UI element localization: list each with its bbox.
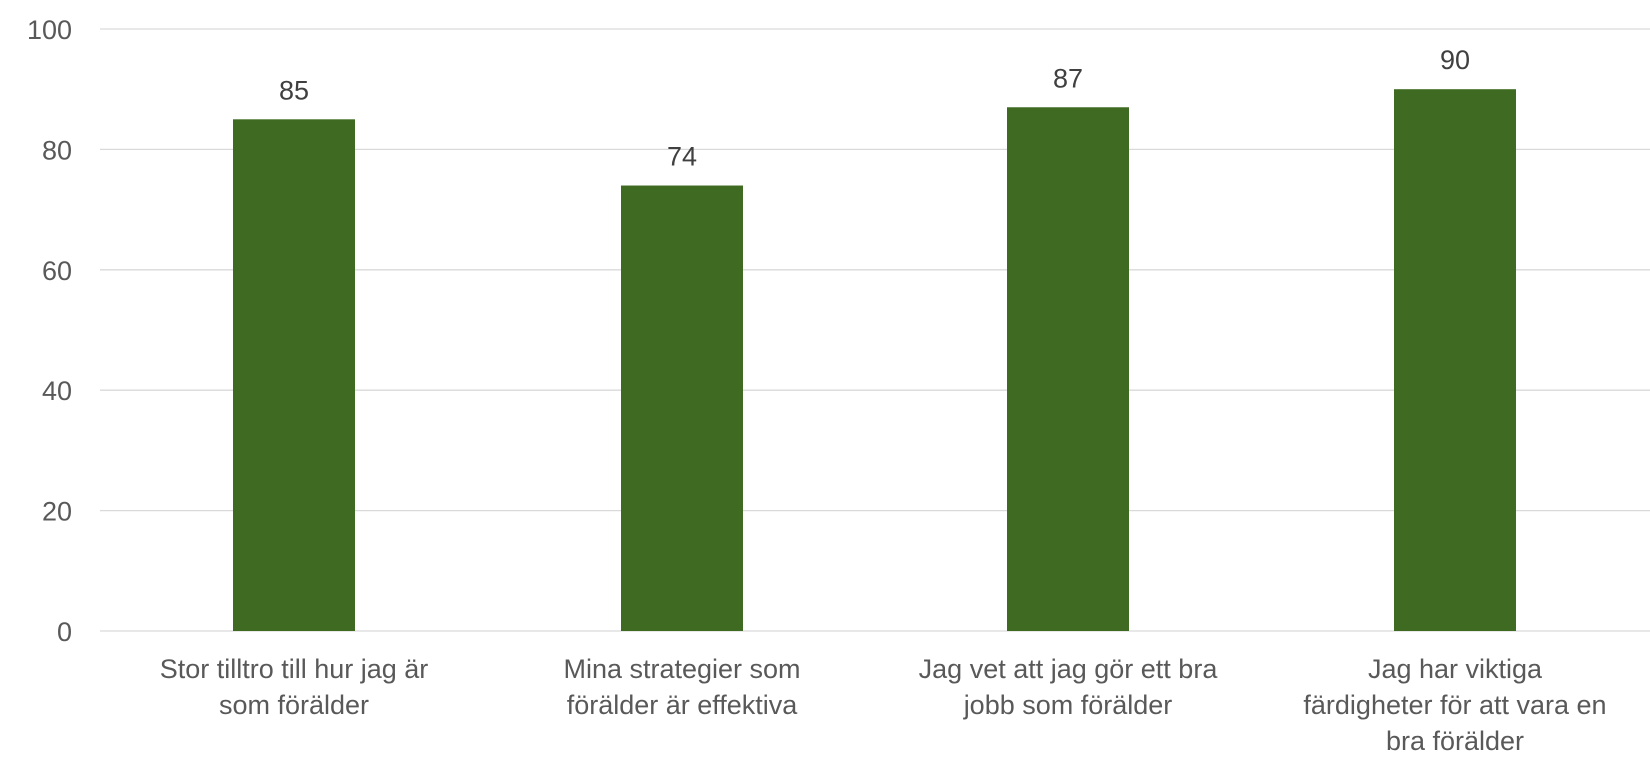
y-axis-ticks: 0 20 40 60 80 100 <box>27 15 72 647</box>
bar <box>1394 89 1516 631</box>
x-tick-label-line: förälder är effektiva <box>566 690 798 720</box>
data-labels: 85 74 87 90 <box>279 45 1470 171</box>
y-tick-label: 60 <box>42 256 72 286</box>
y-tick-label: 0 <box>57 617 72 647</box>
x-tick-label: Jag har viktiga färdigheter för att vara … <box>1265 651 1645 759</box>
data-label: 87 <box>1053 63 1083 93</box>
bar <box>233 119 355 632</box>
bars <box>233 89 1516 632</box>
x-tick-label-line: Jag har viktiga <box>1367 654 1543 684</box>
y-tick-label: 20 <box>42 497 72 527</box>
x-tick-label-line: färdigheter för att vara en <box>1303 690 1607 720</box>
y-tick-label: 100 <box>27 15 72 45</box>
data-label: 74 <box>667 142 697 172</box>
x-tick-label: Stor tilltro till hur jag är som förälder <box>104 651 484 723</box>
gridlines <box>100 28 1650 632</box>
x-tick-label: Mina strategier som förälder är effektiva <box>492 651 872 723</box>
x-tick-label-line: som förälder <box>218 690 370 720</box>
bar <box>1007 107 1129 631</box>
x-tick-label-line: bra förälder <box>1385 726 1525 756</box>
x-tick-label: Jag vet att jag gör ett bra jobb som förä… <box>878 651 1258 723</box>
x-tick-label-line: Stor tilltro till hur jag är <box>159 654 429 684</box>
y-tick-label: 40 <box>42 376 72 406</box>
x-tick-label-line: Jag vet att jag gör ett bra <box>918 654 1218 684</box>
data-label: 90 <box>1440 45 1470 75</box>
y-tick-label: 80 <box>42 135 72 165</box>
x-tick-label-line: Mina strategier som <box>563 654 801 684</box>
x-tick-label-line: jobb som förälder <box>963 690 1173 720</box>
bar <box>621 185 743 631</box>
data-label: 85 <box>279 75 309 105</box>
